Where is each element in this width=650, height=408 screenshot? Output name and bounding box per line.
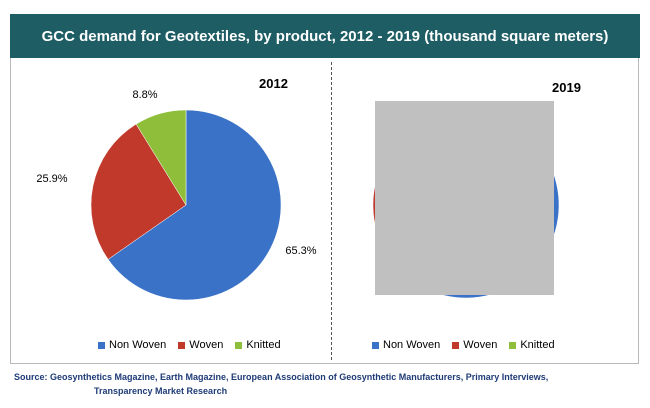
pie-slice-woven bbox=[90, 123, 187, 260]
data-label-woven: 25.9% bbox=[36, 173, 67, 185]
data-label-non-woven: 65.3% bbox=[285, 245, 316, 257]
legend-item-non-woven: Non Woven bbox=[98, 339, 166, 351]
chart-frame bbox=[10, 58, 639, 364]
source-note: Source: Geosynthetics Magazine, Earth Ma… bbox=[14, 370, 548, 398]
legend-swatch-knitted bbox=[235, 341, 243, 349]
legend-item-knitted: Knitted bbox=[509, 339, 555, 351]
source-line-2: Transparency Market Research bbox=[94, 386, 228, 396]
legend-label: Woven bbox=[463, 339, 498, 351]
legend-swatch-woven bbox=[178, 341, 186, 349]
pie-slice-knitted bbox=[135, 109, 187, 206]
obscuring-rectangle bbox=[375, 101, 554, 295]
pie-2019-title: 2019 bbox=[552, 80, 581, 95]
pie-2012-title: 2012 bbox=[259, 76, 288, 91]
legend-label: Woven bbox=[189, 339, 224, 351]
legend-2012: Non Woven Woven Knitted bbox=[98, 339, 293, 351]
legend-label: Knitted bbox=[246, 339, 281, 351]
legend-label: Non Woven bbox=[109, 339, 167, 351]
pie-slice-non-woven bbox=[107, 109, 282, 301]
legend-item-woven: Woven bbox=[178, 339, 223, 351]
legend-label: Knitted bbox=[520, 339, 555, 351]
legend-swatch-woven bbox=[452, 341, 460, 349]
legend-2019: Non Woven Woven Knitted bbox=[372, 339, 567, 351]
legend-swatch-non-woven bbox=[98, 341, 105, 349]
legend-swatch-non-woven bbox=[372, 341, 379, 349]
data-label-knitted: 8.8% bbox=[132, 89, 157, 101]
panel-divider bbox=[331, 62, 332, 360]
source-line-1: Source: Geosynthetics Magazine, Earth Ma… bbox=[14, 372, 549, 382]
chart-title: GCC demand for Geotextiles, by product, … bbox=[10, 14, 640, 58]
legend-item-non-woven: Non Woven bbox=[372, 339, 440, 351]
legend-label: Non Woven bbox=[383, 339, 441, 351]
legend-item-woven: Woven bbox=[452, 339, 497, 351]
legend-item-knitted: Knitted bbox=[235, 339, 281, 351]
legend-swatch-knitted bbox=[509, 341, 517, 349]
